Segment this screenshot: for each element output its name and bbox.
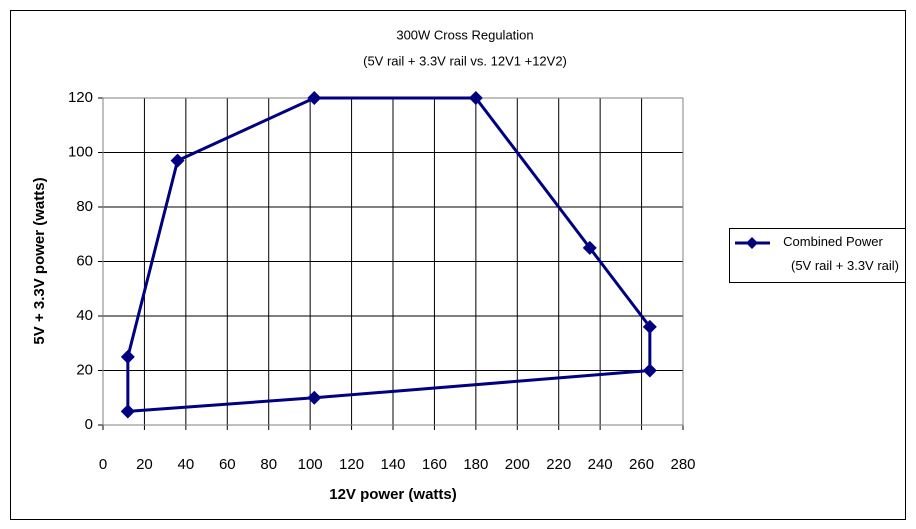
data-point [120, 404, 135, 419]
x-tick-label: 160 [422, 456, 447, 473]
x-tick-label: 60 [219, 456, 236, 473]
x-tick-label: 100 [298, 456, 323, 473]
x-tick-label: 20 [136, 456, 153, 473]
data-point [582, 240, 597, 255]
data-point [307, 390, 322, 405]
data-point [468, 91, 483, 105]
x-tick-label: 280 [670, 456, 695, 473]
legend-label: Combined Power (5V rail + 3.3V rail) [783, 234, 899, 273]
x-tick-label: 240 [588, 456, 613, 473]
x-tick-label: 200 [505, 456, 530, 473]
x-tick-label: 80 [260, 456, 277, 473]
y-tick-label: 80 [76, 198, 93, 215]
chart-subtitle: (5V rail + 3.3V rail vs. 12V1 +12V2) [363, 53, 567, 68]
data-point [120, 349, 135, 364]
x-tick-label: 40 [178, 456, 195, 473]
y-tick-label: 0 [85, 416, 93, 433]
x-tick-label: 220 [546, 456, 571, 473]
legend-box [729, 228, 906, 283]
data-point [642, 319, 657, 334]
data-point [307, 91, 322, 105]
y-tick-label: 120 [68, 89, 93, 106]
y-tick-label: 100 [68, 143, 93, 160]
x-tick-label: 180 [463, 456, 488, 473]
y-tick-label: 60 [76, 252, 93, 269]
x-tick-label: 140 [380, 456, 405, 473]
y-tick-label: 40 [76, 307, 93, 324]
legend-marker [746, 237, 758, 249]
x-tick-label: 260 [629, 456, 654, 473]
series-line [126, 96, 652, 413]
y-tick-label: 20 [76, 361, 93, 378]
y-axis-label: 5V + 3.3V power (watts) [31, 177, 48, 344]
x-tick-label: 0 [99, 456, 107, 473]
data-point [642, 363, 657, 378]
x-tick-label: 120 [339, 456, 364, 473]
data-point [170, 153, 185, 168]
x-axis-label: 12V power (watts) [329, 486, 457, 503]
chart-title: 300W Cross Regulation [396, 27, 533, 42]
